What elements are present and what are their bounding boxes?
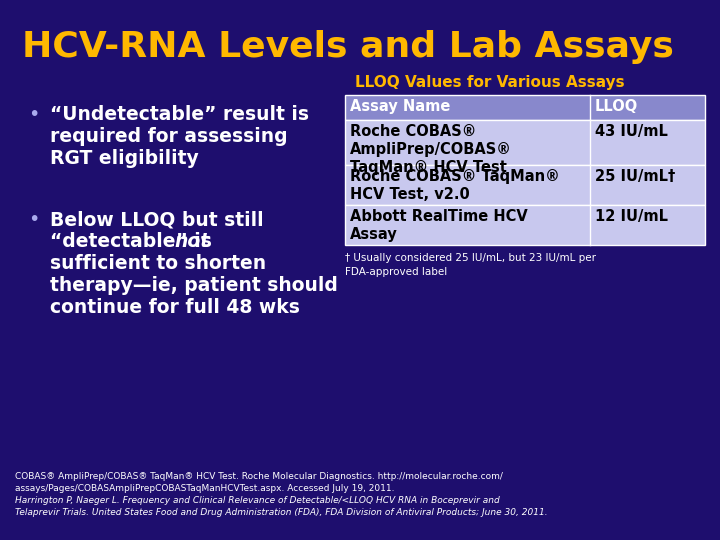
Text: FDA-approved label: FDA-approved label <box>345 267 447 277</box>
Text: •: • <box>28 210 40 229</box>
Text: TaqMan® HCV Test: TaqMan® HCV Test <box>350 160 507 175</box>
Text: assays/Pages/COBASAmpliPrepCOBASTaqManHCVTest.aspx. Accessed July 19, 2011.: assays/Pages/COBASAmpliPrepCOBASTaqManHC… <box>15 484 395 493</box>
Text: LLOQ: LLOQ <box>595 99 638 114</box>
Text: “Undetectable” result is: “Undetectable” result is <box>50 105 309 124</box>
Text: Telaprevir Trials. United States Food and Drug Administration (FDA), FDA Divisio: Telaprevir Trials. United States Food an… <box>15 508 548 517</box>
Text: RGT eligibility: RGT eligibility <box>50 149 199 168</box>
Text: 43 IU/mL: 43 IU/mL <box>595 124 668 139</box>
Text: required for assessing: required for assessing <box>50 127 287 146</box>
Text: Below LLOQ but still: Below LLOQ but still <box>50 210 264 229</box>
Text: AmpliPrep/COBAS®: AmpliPrep/COBAS® <box>350 142 512 157</box>
Text: continue for full 48 wks: continue for full 48 wks <box>50 298 300 317</box>
Text: 12 IU/mL: 12 IU/mL <box>595 209 668 224</box>
Text: therapy—ie, patient should: therapy—ie, patient should <box>50 276 338 295</box>
Text: Assay Name: Assay Name <box>350 99 451 114</box>
Text: Abbott RealTime HCV: Abbott RealTime HCV <box>350 209 528 224</box>
Text: Assay: Assay <box>350 227 397 242</box>
Text: not: not <box>175 232 210 251</box>
FancyBboxPatch shape <box>345 165 705 205</box>
FancyBboxPatch shape <box>345 205 705 245</box>
Text: Roche COBAS® TaqMan®: Roche COBAS® TaqMan® <box>350 169 559 184</box>
Text: Harrington P, Naeger L. Frequency and Clinical Relevance of Detectable/<LLOQ HCV: Harrington P, Naeger L. Frequency and Cl… <box>15 496 500 505</box>
FancyBboxPatch shape <box>345 120 705 165</box>
Text: 25 IU/mL†: 25 IU/mL† <box>595 169 675 184</box>
Text: •: • <box>28 105 40 124</box>
Text: LLOQ Values for Various Assays: LLOQ Values for Various Assays <box>355 75 625 90</box>
Text: sufficient to shorten: sufficient to shorten <box>50 254 266 273</box>
Text: HCV-RNA Levels and Lab Assays: HCV-RNA Levels and Lab Assays <box>22 30 674 64</box>
Text: † Usually considered 25 IU/mL, but 23 IU/mL per: † Usually considered 25 IU/mL, but 23 IU… <box>345 253 596 263</box>
Text: “detectable” is: “detectable” is <box>50 232 218 251</box>
Text: HCV Test, v2.0: HCV Test, v2.0 <box>350 187 469 202</box>
Text: Roche COBAS®: Roche COBAS® <box>350 124 477 139</box>
Text: COBAS® AmpliPrep/COBAS® TaqMan® HCV Test. Roche Molecular Diagnostics. http://mo: COBAS® AmpliPrep/COBAS® TaqMan® HCV Test… <box>15 472 503 481</box>
FancyBboxPatch shape <box>345 95 705 120</box>
